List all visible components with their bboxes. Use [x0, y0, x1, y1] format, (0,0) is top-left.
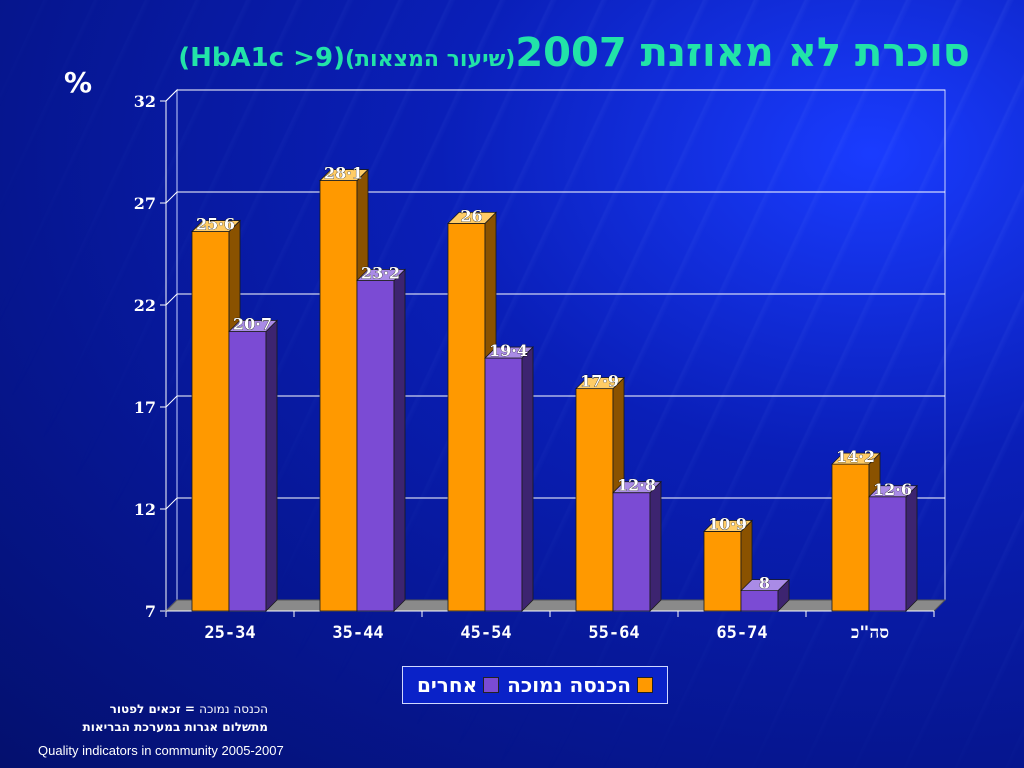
x-tick-label: 35-44 — [332, 623, 383, 643]
data-label-low-income: 25·6 — [196, 215, 235, 234]
bar-top-low-income — [575, 377, 625, 390]
bar-top-low-income — [447, 211, 497, 224]
y-tick-label: 27 — [134, 194, 156, 213]
bar-low-income — [831, 463, 870, 612]
bar-top-others — [484, 346, 534, 359]
bar-others — [612, 492, 651, 612]
bar-top-others — [868, 485, 918, 498]
bar-others — [740, 590, 779, 612]
bar-top-low-income — [703, 520, 753, 532]
data-label-others: 19·4 — [489, 341, 528, 360]
footnote-term: הכנסה נמוכה — [199, 702, 268, 716]
data-label-others: 8 — [759, 574, 770, 593]
bar-low-income — [319, 180, 358, 612]
legend-item-others: אחרים — [416, 673, 500, 697]
y-tick-label: 17 — [134, 398, 156, 417]
x-tick-label: 65-74 — [716, 623, 767, 643]
bar-low-income — [191, 231, 230, 612]
y-tick-label: 12 — [134, 500, 156, 519]
bar-top-low-income — [191, 220, 241, 232]
data-label-low-income: 17·9 — [580, 372, 619, 391]
y-tick-label: 22 — [134, 296, 156, 315]
gridline-side — [165, 293, 178, 306]
source-note: Quality indicators in community 2005-200… — [38, 743, 284, 758]
gridline-side — [165, 395, 178, 408]
bar-top-others — [228, 320, 278, 332]
bar-low-income — [703, 531, 742, 612]
bar-low-income — [447, 222, 486, 612]
gridline-side — [165, 497, 178, 510]
bar-side-others — [521, 346, 534, 612]
bar-side-others — [905, 484, 918, 612]
gridline-side — [165, 191, 178, 204]
bar-side-others — [649, 480, 662, 612]
plot-area — [176, 89, 946, 601]
data-label-others: 23·2 — [361, 264, 400, 283]
data-label-low-income: 26 — [460, 206, 482, 225]
bar-top-others — [356, 269, 406, 281]
footnote-definition: = זכאים לפטור — [109, 702, 195, 716]
x-tick-label: סה"כ — [851, 623, 889, 643]
plot-side-wall — [165, 88, 178, 613]
bar-top-low-income — [831, 452, 881, 465]
x-tick-label: 25-34 — [204, 623, 255, 643]
data-label-low-income: 14·2 — [836, 447, 875, 466]
x-tick-label: 55-64 — [588, 623, 639, 643]
chart-title: סוכרת לא מאוזנת 2007(שיעור המצאות)(HbA1c… — [90, 30, 970, 76]
footnote-line-2: מתשלום אגרות במערכת הבריאות — [82, 720, 268, 734]
legend: הכנסה נמוכה אחרים — [402, 666, 668, 704]
bar-side-others — [265, 319, 278, 612]
data-label-low-income: 10·9 — [708, 514, 747, 533]
data-label-others: 20·7 — [233, 315, 272, 334]
legend-item-low-income: הכנסה נמוכה — [507, 673, 654, 697]
x-tick-label: 45-54 — [460, 623, 511, 643]
bar-chart: 7 12 17 22 27 32 25·6 20·7 25-34 28·1 23·2 35-44 26 1… — [134, 88, 947, 643]
bar-side-others — [393, 268, 406, 612]
chart-floor — [164, 599, 947, 612]
legend-swatch-others — [483, 677, 500, 693]
bar-others — [356, 280, 395, 612]
footnote-line-1: הכנסה נמוכה = זכאים לפטור — [38, 702, 268, 716]
legend-label-low-income: הכנסה נמוכה — [507, 673, 632, 697]
data-label-others: 12·6 — [873, 480, 912, 499]
y-axis-unit: % — [64, 66, 93, 99]
bar-top-others — [740, 579, 790, 591]
legend-swatch-low-income — [637, 677, 654, 693]
bar-top-others — [612, 481, 662, 494]
bar-top-low-income — [319, 169, 369, 181]
legend-label-others: אחרים — [416, 673, 478, 697]
bar-others — [868, 496, 907, 612]
bar-low-income — [575, 388, 614, 612]
gridline-side — [165, 89, 178, 102]
bar-others — [228, 331, 267, 612]
title-sub: (שיעור המצאות) — [344, 47, 516, 72]
title-main: סוכרת לא מאוזנת 2007 — [515, 30, 970, 76]
y-tick-label: 7 — [145, 602, 156, 621]
title-code: (HbA1c >9) — [178, 43, 345, 73]
data-label-others: 12·8 — [617, 476, 656, 495]
y-tick-label: 32 — [134, 92, 156, 111]
data-label-low-income: 28·1 — [324, 164, 363, 183]
bar-others — [484, 357, 523, 612]
